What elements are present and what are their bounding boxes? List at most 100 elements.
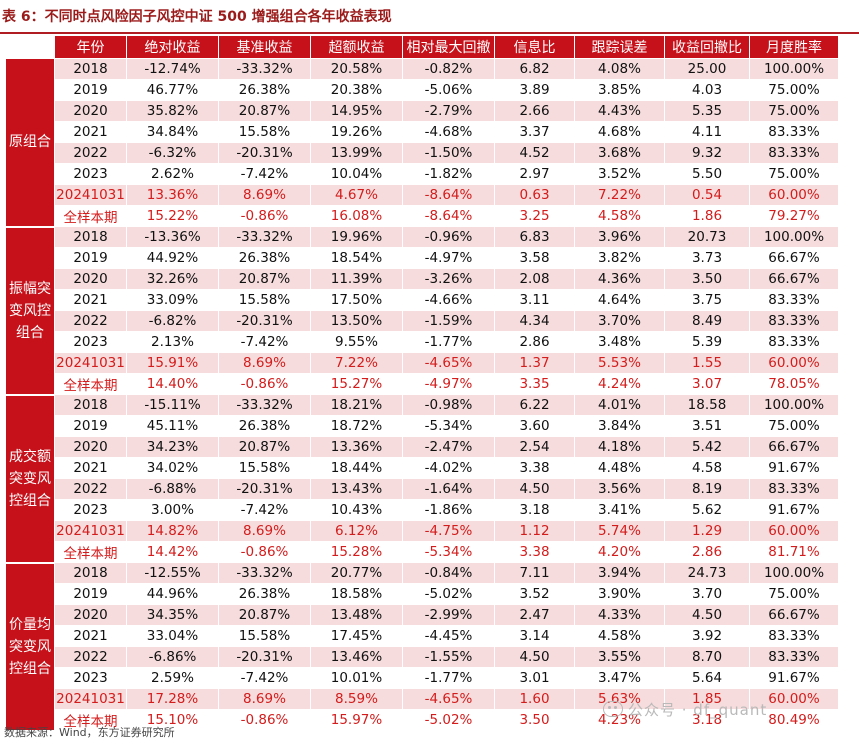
value-cell: 91.67% <box>749 499 839 521</box>
value-cell: 0.63 <box>494 184 575 206</box>
value-cell: 3.70% <box>574 310 665 332</box>
value-cell: -4.45% <box>402 625 495 647</box>
table-row: 2022 -6.88% -20.31% 13.43% -1.64% 4.50 3.56% 8.… <box>6 478 839 500</box>
value-cell: 3.18 <box>494 499 575 521</box>
value-cell: 2.62% <box>126 163 219 185</box>
value-cell: 75.00% <box>749 79 839 101</box>
value-cell: -7.42% <box>218 331 311 353</box>
value-cell: 66.67% <box>749 268 839 290</box>
value-cell: -4.97% <box>402 373 495 395</box>
table-row: 2021 33.09% 15.58% 17.50% -4.66% 3.11 4.64% 3.7… <box>6 289 839 311</box>
value-cell: -0.82% <box>402 58 495 80</box>
value-cell: 20.87% <box>218 436 311 458</box>
value-cell: 4.36% <box>574 268 665 290</box>
table-row: 2023 2.13% -7.42% 9.55% -1.77% 2.86 3.48% 5.39 8… <box>6 331 839 353</box>
value-cell: 13.48% <box>310 604 403 626</box>
value-cell: 13.36% <box>126 184 219 206</box>
value-cell: 4.34 <box>494 310 575 332</box>
value-cell: 60.00% <box>749 520 839 542</box>
value-cell: -2.47% <box>402 436 495 458</box>
value-cell: -0.86% <box>218 205 311 227</box>
year-cell: 2023 <box>54 331 127 353</box>
value-cell: 34.84% <box>126 121 219 143</box>
year-cell: 2018 <box>54 562 127 584</box>
year-cell: 2019 <box>54 415 127 437</box>
value-cell: -2.99% <box>402 604 495 626</box>
value-cell: 3.41% <box>574 499 665 521</box>
value-cell: 8.59% <box>310 688 403 710</box>
header-row: 年份 绝对收益 基准收益 超额收益 相对最大回撤 信息比 跟踪误差 收益回撤比 … <box>5 36 839 59</box>
value-cell: -4.65% <box>402 352 495 374</box>
value-cell: 3.60 <box>494 415 575 437</box>
group-turnover-shock-label: 成交额突变风控组合 <box>5 394 55 564</box>
value-cell: 10.04% <box>310 163 403 185</box>
header-monthly-win-rate: 月度胜率 <box>749 36 839 59</box>
value-cell: -0.86% <box>218 709 311 731</box>
value-cell: 4.58% <box>574 205 665 227</box>
value-cell: -20.31% <box>218 478 311 500</box>
header-absolute-return: 绝对收益 <box>126 36 219 59</box>
value-cell: 91.67% <box>749 667 839 689</box>
table-row: 2023 3.00% -7.42% 10.43% -1.86% 3.18 3.41% 5.62… <box>6 499 839 521</box>
table-row: 20241031 15.91% 8.69% 7.22% -4.65% 1.37 5.53% 1… <box>6 352 839 374</box>
value-cell: 3.55% <box>574 646 665 668</box>
value-cell: 3.38 <box>494 457 575 479</box>
value-cell: -1.64% <box>402 478 495 500</box>
value-cell: 5.53% <box>574 352 665 374</box>
value-cell: -6.82% <box>126 310 219 332</box>
value-cell: 5.64 <box>664 667 750 689</box>
value-cell: -33.32% <box>218 58 311 80</box>
value-cell: 3.52% <box>574 163 665 185</box>
group-original-label: 原组合 <box>5 58 55 228</box>
value-cell: 2.66 <box>494 100 575 122</box>
value-cell: 4.23% <box>574 709 665 731</box>
value-cell: -4.68% <box>402 121 495 143</box>
value-cell: 16.08% <box>310 205 403 227</box>
value-cell: 8.19 <box>664 478 750 500</box>
value-cell: 20.87% <box>218 604 311 626</box>
value-cell: 4.33% <box>574 604 665 626</box>
header-tracking-error: 跟踪误差 <box>574 36 665 59</box>
year-cell: 2022 <box>54 478 127 500</box>
value-cell: -20.31% <box>218 310 311 332</box>
value-cell: 33.09% <box>126 289 219 311</box>
value-cell: 20.58% <box>310 58 403 80</box>
value-cell: -33.32% <box>218 394 311 416</box>
value-cell: 100.00% <box>749 226 839 248</box>
table-row: 2020 34.35% 20.87% 13.48% -2.99% 2.47 4.33% 4.5… <box>6 604 839 626</box>
value-cell: 4.11 <box>664 121 750 143</box>
value-cell: 15.58% <box>218 289 311 311</box>
year-cell: 2023 <box>54 499 127 521</box>
year-cell: 2022 <box>54 310 127 332</box>
value-cell: -20.31% <box>218 646 311 668</box>
year-cell: 2019 <box>54 79 127 101</box>
value-cell: 4.68% <box>574 121 665 143</box>
value-cell: 3.11 <box>494 289 575 311</box>
value-cell: 14.42% <box>126 541 219 563</box>
value-cell: 5.74% <box>574 520 665 542</box>
value-cell: 13.99% <box>310 142 403 164</box>
table-row: 2019 46.77% 26.38% 20.38% -5.06% 3.89 3.85% 4.0… <box>6 79 839 101</box>
value-cell: 13.43% <box>310 478 403 500</box>
value-cell: 3.18 <box>664 709 750 731</box>
value-cell: -12.55% <box>126 562 219 584</box>
value-cell: 3.73 <box>664 247 750 269</box>
watermark-text: 公众号 · df_quant <box>628 701 768 719</box>
table-row: 20241031 13.36% 8.69% 4.67% -8.64% 0.63 7.22% 0… <box>6 184 839 206</box>
table-row: 2022 -6.86% -20.31% 13.46% -1.55% 4.50 3.55% 8.… <box>6 646 839 668</box>
value-cell: 15.22% <box>126 205 219 227</box>
value-cell: 3.94% <box>574 562 665 584</box>
value-cell: -13.36% <box>126 226 219 248</box>
value-cell: 3.89 <box>494 79 575 101</box>
value-cell: 4.50 <box>494 478 575 500</box>
value-cell: 6.83 <box>494 226 575 248</box>
value-cell: 10.43% <box>310 499 403 521</box>
wechat-icon <box>603 701 623 717</box>
value-cell: 3.56% <box>574 478 665 500</box>
year-cell: 2021 <box>54 121 127 143</box>
value-cell: 3.37 <box>494 121 575 143</box>
value-cell: 26.38% <box>218 583 311 605</box>
value-cell: 3.50 <box>494 709 575 731</box>
value-cell: -1.77% <box>402 667 495 689</box>
table-row: 2021 34.02% 15.58% 18.44% -4.02% 3.38 4.48% 4.5… <box>6 457 839 479</box>
